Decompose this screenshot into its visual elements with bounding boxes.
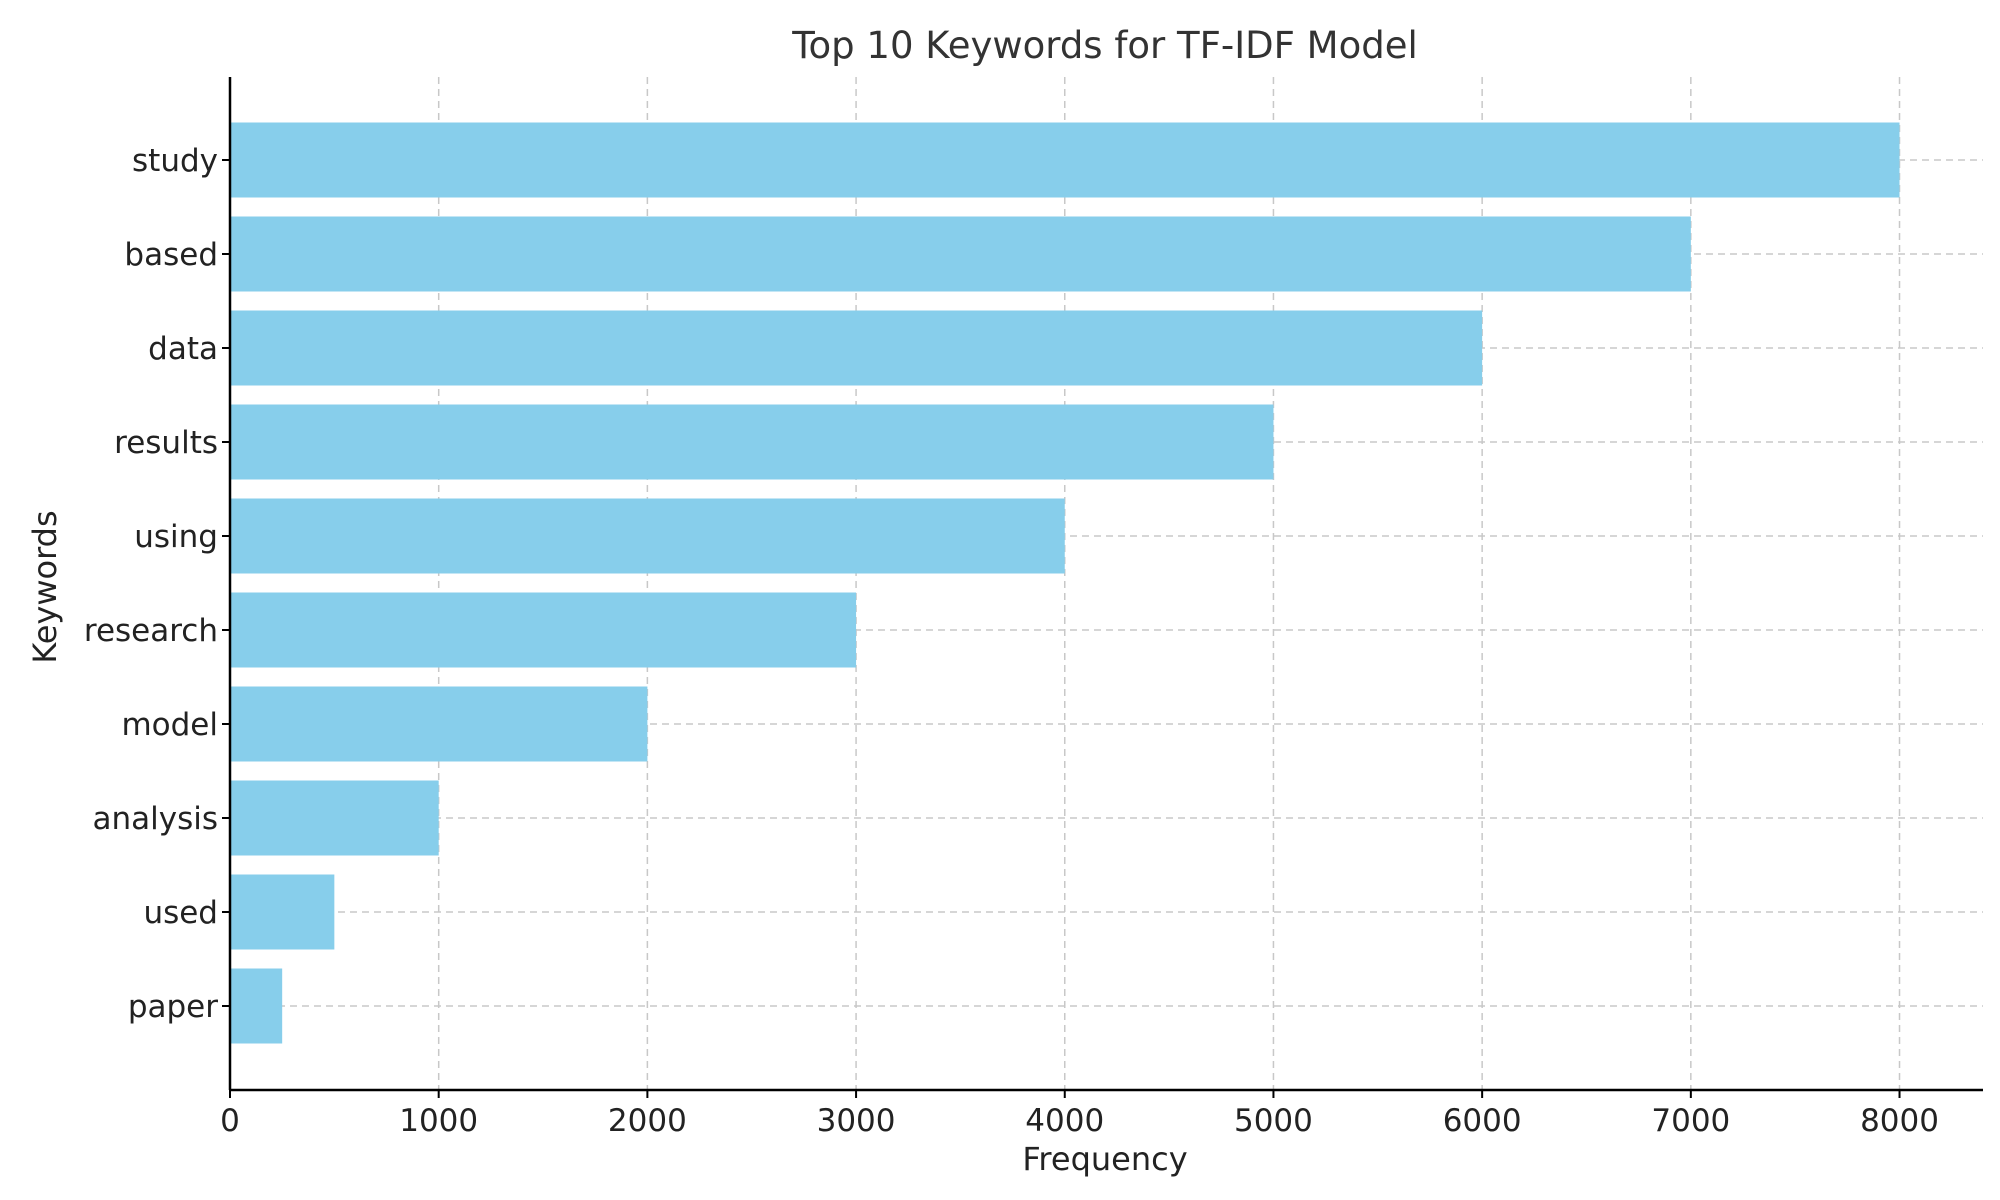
- bar-based: [230, 216, 1691, 292]
- bar-used: [230, 874, 335, 950]
- y-tick-label-used: used: [143, 895, 218, 931]
- bar-study: [230, 122, 1900, 198]
- x-tick-label: 8000: [1860, 1103, 1939, 1139]
- bar-analysis: [230, 780, 439, 856]
- x-tick-label: 2000: [608, 1103, 687, 1139]
- x-tick-label: 5000: [1234, 1103, 1313, 1139]
- x-tick-label: 3000: [817, 1103, 896, 1139]
- x-ticks: 0 1000 2000 3000 4000 5000 6000 7000 8000: [220, 1090, 1939, 1139]
- y-ticks: study based data results using research model a…: [84, 143, 230, 1025]
- y-tick-label-study: study: [132, 143, 218, 179]
- bar-model: [230, 686, 648, 762]
- x-tick-label: 6000: [1443, 1103, 1522, 1139]
- bar-using: [230, 498, 1065, 574]
- x-axis-label: Frequency: [1022, 1140, 1187, 1178]
- y-tick-label-model: model: [121, 707, 218, 743]
- bars: [230, 122, 1900, 1044]
- bar-results: [230, 404, 1274, 480]
- y-tick-label-using: using: [134, 519, 218, 555]
- x-tick-label: 4000: [1025, 1103, 1104, 1139]
- y-tick-label-results: results: [114, 425, 218, 461]
- y-tick-label-paper: paper: [128, 989, 218, 1025]
- bar-paper: [230, 968, 283, 1044]
- x-tick-label: 1000: [399, 1103, 478, 1139]
- y-axis-label: Keywords: [26, 510, 64, 663]
- x-tick-label: 7000: [1651, 1103, 1730, 1139]
- chart-title: Top 10 Keywords for TF-IDF Model: [791, 24, 1418, 67]
- x-tick-label: 0: [220, 1103, 240, 1139]
- y-tick-label-research: research: [84, 613, 218, 649]
- bar-data: [230, 310, 1483, 386]
- y-tick-label-analysis: analysis: [92, 801, 218, 837]
- bar-research: [230, 592, 857, 668]
- y-tick-label-based: based: [124, 237, 218, 273]
- y-tick-label-data: data: [148, 331, 218, 367]
